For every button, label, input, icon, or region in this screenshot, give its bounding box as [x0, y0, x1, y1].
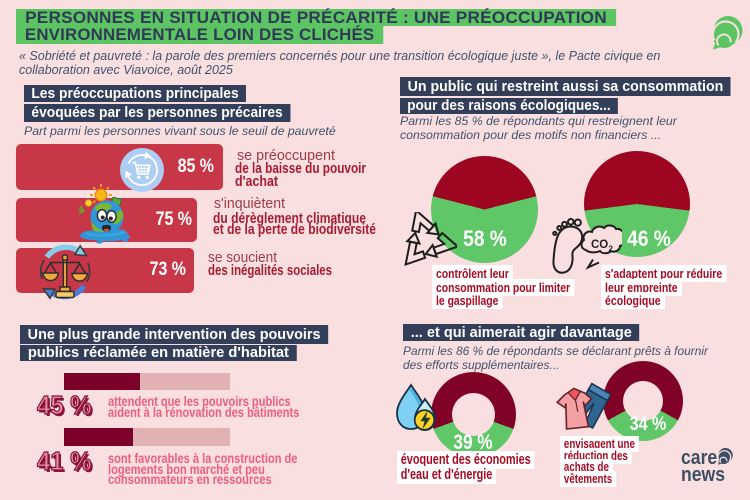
svg-text:CO: CO	[591, 239, 608, 251]
svg-text:2: 2	[609, 245, 614, 254]
